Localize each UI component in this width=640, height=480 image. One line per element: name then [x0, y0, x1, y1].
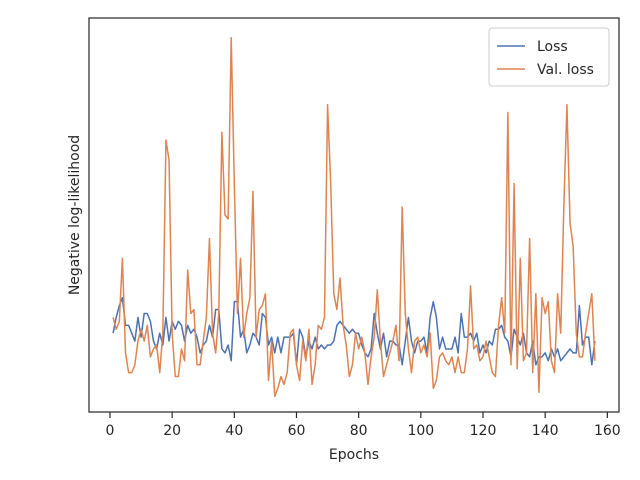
legend: Loss Val. loss: [488, 27, 610, 87]
line-series: [112, 296, 596, 366]
line-series: [112, 36, 596, 397]
x-tick-label: 0: [106, 423, 115, 439]
x-tick-label: 20: [163, 423, 181, 439]
x-tick-label: 140: [532, 423, 559, 439]
x-tick-label: 120: [470, 423, 497, 439]
legend-box: [488, 27, 610, 87]
legend-label: Loss: [537, 39, 568, 55]
x-tick-label: 40: [225, 423, 243, 439]
x-tick-label: 160: [594, 423, 621, 439]
legend-label: Val. loss: [537, 62, 594, 78]
x-axis-label: Epochs: [329, 447, 379, 463]
x-tick-label: 60: [288, 423, 306, 439]
y-axis-label: Negative log-likelihood: [67, 135, 83, 295]
x-tick-label: 80: [350, 423, 368, 439]
x-tick-label: 100: [407, 423, 434, 439]
plot-frame: [88, 17, 620, 413]
